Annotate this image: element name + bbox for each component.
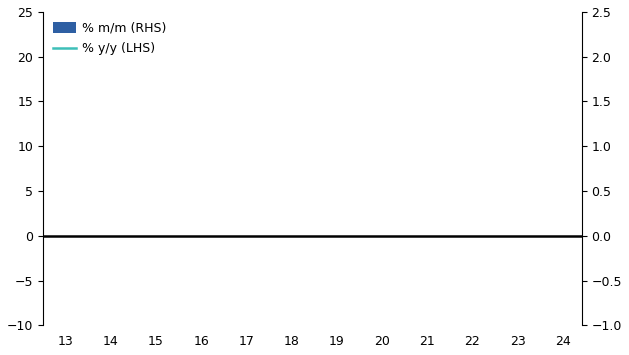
Legend: % m/m (RHS), % y/y (LHS): % m/m (RHS), % y/y (LHS): [49, 18, 170, 59]
